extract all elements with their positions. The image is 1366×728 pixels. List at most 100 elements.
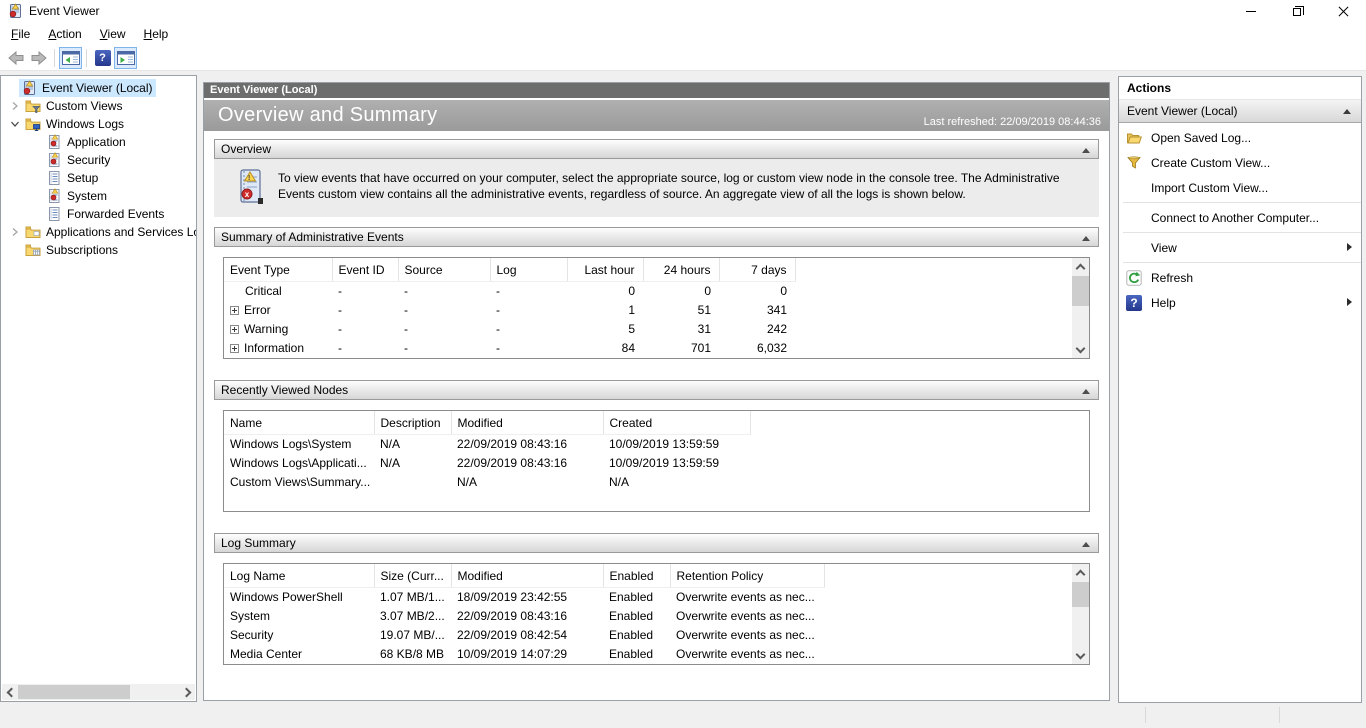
chevron-right-icon[interactable]: [8, 225, 22, 239]
action-label: Import Custom View...: [1151, 180, 1269, 195]
menu-action[interactable]: Action: [48, 26, 82, 41]
table-row[interactable]: Media Center 68 KB/8 MB 10/09/2019 14:07…: [230, 647, 815, 661]
restore-icon: [1293, 6, 1304, 16]
tree-item-subscriptions[interactable]: Subscriptions: [1, 241, 196, 259]
table-row-warning[interactable]: Warning - - - 5 31 242: [224, 319, 1072, 338]
action-connect-to-another-computer[interactable]: Connect to Another Computer...: [1119, 205, 1361, 230]
column-header[interactable]: Created: [603, 411, 751, 435]
expand-plus-icon[interactable]: [230, 344, 239, 353]
column-header[interactable]: Size (Curr...: [374, 564, 452, 588]
tree-item-setup[interactable]: Setup: [1, 169, 196, 187]
collapse-icon[interactable]: [1082, 148, 1090, 153]
help-button[interactable]: ?: [91, 47, 114, 69]
scroll-up-icon[interactable]: [1072, 564, 1089, 581]
menu-file[interactable]: File: [11, 26, 31, 41]
tree-item-applications-services-logs[interactable]: Applications and Services Lo: [1, 223, 196, 241]
scroll-thumb[interactable]: [1072, 582, 1089, 607]
menu-help[interactable]: Help: [143, 26, 169, 41]
tree-horizontal-scrollbar[interactable]: [2, 684, 195, 700]
summary-vertical-scrollbar[interactable]: [1072, 258, 1089, 358]
table-row[interactable]: Windows Logs\Applicati... N/A 22/09/2019…: [230, 456, 720, 470]
logsummary-vertical-scrollbar[interactable]: [1072, 564, 1089, 664]
show-action-pane-button[interactable]: [114, 46, 137, 69]
tree-item-event-viewer-local[interactable]: Event Viewer (Local): [1, 79, 196, 97]
table-row[interactable]: Windows Logs\System N/A 22/09/2019 08:43…: [230, 437, 720, 452]
summary-section-header[interactable]: Summary of Administrative Events: [214, 227, 1099, 247]
console-tree-panel: Event Viewer (Local) Custom Views: [0, 75, 197, 702]
scroll-down-icon[interactable]: [1072, 341, 1089, 358]
column-header[interactable]: Log Name: [224, 564, 375, 588]
minimize-button[interactable]: [1228, 0, 1274, 22]
collapse-icon[interactable]: [1082, 542, 1090, 547]
action-view[interactable]: View: [1119, 235, 1361, 260]
logsummary-section-header[interactable]: Log Summary: [214, 533, 1099, 553]
table-row-error[interactable]: Error - - - 1 51 341: [224, 300, 1072, 319]
svg-text:!: !: [248, 175, 250, 182]
column-header[interactable]: Enabled: [603, 564, 671, 588]
event-type-cell[interactable]: Information: [224, 338, 332, 357]
recent-header-label: Recently Viewed Nodes: [221, 383, 349, 397]
tree-item-system[interactable]: System: [1, 187, 196, 205]
table-row-critical[interactable]: Critical - - - 0 0 0: [224, 281, 1072, 300]
close-button[interactable]: [1320, 0, 1366, 22]
status-divider: [1279, 707, 1280, 723]
last-refreshed-text: Last refreshed: 22/09/2019 08:44:36: [923, 116, 1101, 128]
back-arrow-icon: [7, 50, 23, 65]
column-header[interactable]: 24 hours: [643, 258, 720, 282]
logsummary-header-label: Log Summary: [221, 536, 296, 550]
tree-item-forwarded-events[interactable]: Forwarded Events: [1, 205, 196, 223]
scroll-down-icon[interactable]: [1072, 647, 1089, 664]
column-header[interactable]: Modified: [451, 564, 604, 588]
show-console-tree-button[interactable]: [59, 46, 82, 69]
column-header[interactable]: Last hour: [567, 258, 644, 282]
actions-group-header[interactable]: Event Viewer (Local): [1119, 99, 1361, 123]
action-open-saved-log[interactable]: Open Saved Log...: [1119, 125, 1361, 150]
scroll-thumb[interactable]: [1072, 276, 1089, 306]
collapse-icon[interactable]: [1082, 236, 1090, 241]
table-row[interactable]: Custom Views\Summary... N/A N/A: [230, 475, 630, 489]
action-import-custom-view[interactable]: Import Custom View...: [1119, 175, 1361, 200]
tree-item-application[interactable]: Application: [1, 133, 196, 151]
action-create-custom-view[interactable]: Create Custom View...: [1119, 150, 1361, 175]
event-type-cell[interactable]: Warning: [224, 319, 332, 338]
expand-plus-icon[interactable]: [230, 306, 239, 315]
tree-item-windows-logs[interactable]: Windows Logs: [1, 115, 196, 133]
table-row-information[interactable]: Information - - - 84 701 6,032: [224, 338, 1072, 357]
event-type-cell[interactable]: Error: [224, 300, 332, 319]
column-header[interactable]: Event ID: [332, 258, 399, 282]
collapse-icon[interactable]: [1343, 109, 1351, 114]
column-header[interactable]: Modified: [451, 411, 604, 435]
column-header[interactable]: Name: [224, 411, 375, 435]
collapse-icon[interactable]: [1082, 389, 1090, 394]
column-header[interactable]: 7 days: [719, 258, 796, 282]
table-row[interactable]: Windows PowerShell 1.07 MB/1... 18/09/20…: [230, 590, 815, 605]
scroll-up-icon[interactable]: [1072, 258, 1089, 275]
summary-header-label: Summary of Administrative Events: [221, 230, 404, 244]
recent-section-header[interactable]: Recently Viewed Nodes: [214, 380, 1099, 400]
column-header[interactable]: Event Type: [224, 258, 333, 282]
overview-section-header[interactable]: Overview: [214, 139, 1099, 159]
event-type-cell[interactable]: Critical: [245, 284, 282, 299]
column-header[interactable]: Source: [398, 258, 491, 282]
back-button[interactable]: [4, 47, 27, 69]
expand-plus-icon[interactable]: [230, 325, 239, 334]
restore-button[interactable]: [1274, 0, 1320, 22]
tree-item-custom-views[interactable]: Custom Views: [1, 97, 196, 115]
tree-item-security[interactable]: Security: [1, 151, 196, 169]
overview-body: ! x To view events that have occurred on…: [214, 159, 1099, 217]
column-header[interactable]: Description: [374, 411, 452, 435]
action-refresh[interactable]: Refresh: [1119, 265, 1361, 290]
action-help[interactable]: ? Help: [1119, 290, 1361, 315]
chevron-down-icon[interactable]: [8, 117, 22, 131]
menu-view[interactable]: View: [99, 26, 126, 41]
scroll-thumb[interactable]: [18, 685, 130, 699]
forward-button[interactable]: [27, 47, 50, 69]
scroll-right-icon[interactable]: [179, 684, 195, 700]
chevron-right-icon[interactable]: [8, 99, 22, 113]
scroll-left-icon[interactable]: [2, 684, 18, 700]
overview-description: To view events that have occurred on you…: [278, 171, 1060, 201]
column-header[interactable]: Retention Policy: [670, 564, 825, 588]
table-row[interactable]: Security 19.07 MB/... 22/09/2019 08:42:5…: [230, 628, 815, 642]
column-header[interactable]: Log: [490, 258, 568, 282]
table-row[interactable]: System 3.07 MB/2... 22/09/2019 08:43:16 …: [230, 609, 815, 623]
